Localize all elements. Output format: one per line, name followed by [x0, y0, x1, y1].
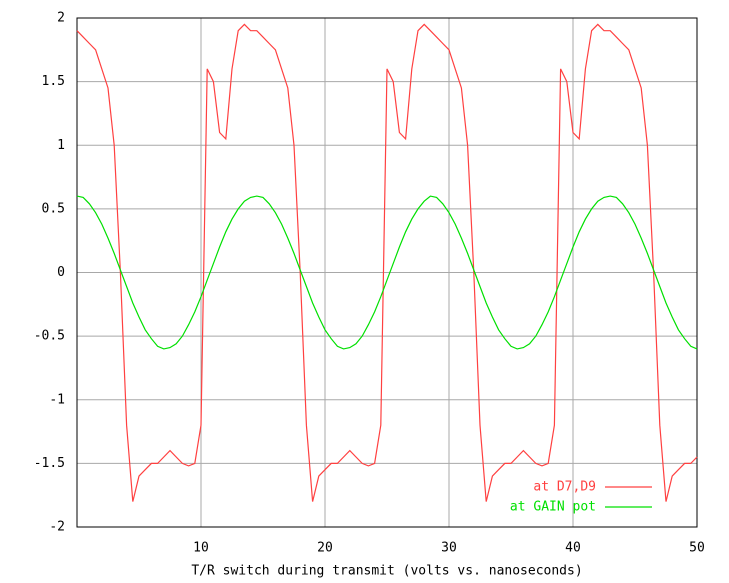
x-tick-label: 10 [193, 541, 209, 556]
plot-border [76, 17, 698, 528]
legend-label: at D7,D9 [533, 480, 596, 495]
y-tick-label: -2 [49, 520, 65, 535]
x-tick-label: 30 [441, 541, 457, 556]
y-tick-label: -0.5 [34, 329, 65, 344]
y-tick-label: 0 [57, 265, 65, 280]
legend-label: at GAIN pot [510, 500, 596, 515]
y-tick-label: 0.5 [42, 201, 65, 216]
x-tick-label: 50 [689, 541, 705, 556]
y-tick-label: -1.5 [34, 456, 65, 471]
y-tick-label: 1 [57, 138, 65, 153]
x-tick-label: 40 [565, 541, 581, 556]
series-line [76, 195, 698, 350]
y-tick-label: -1 [49, 392, 65, 407]
x-tick-label: 20 [317, 541, 333, 556]
y-tick-label: 2 [57, 11, 65, 26]
y-tick-label: 1.5 [42, 74, 65, 89]
x-axis-label: T/R switch during transmit (volts vs. na… [191, 564, 582, 579]
series-line [76, 23, 698, 502]
